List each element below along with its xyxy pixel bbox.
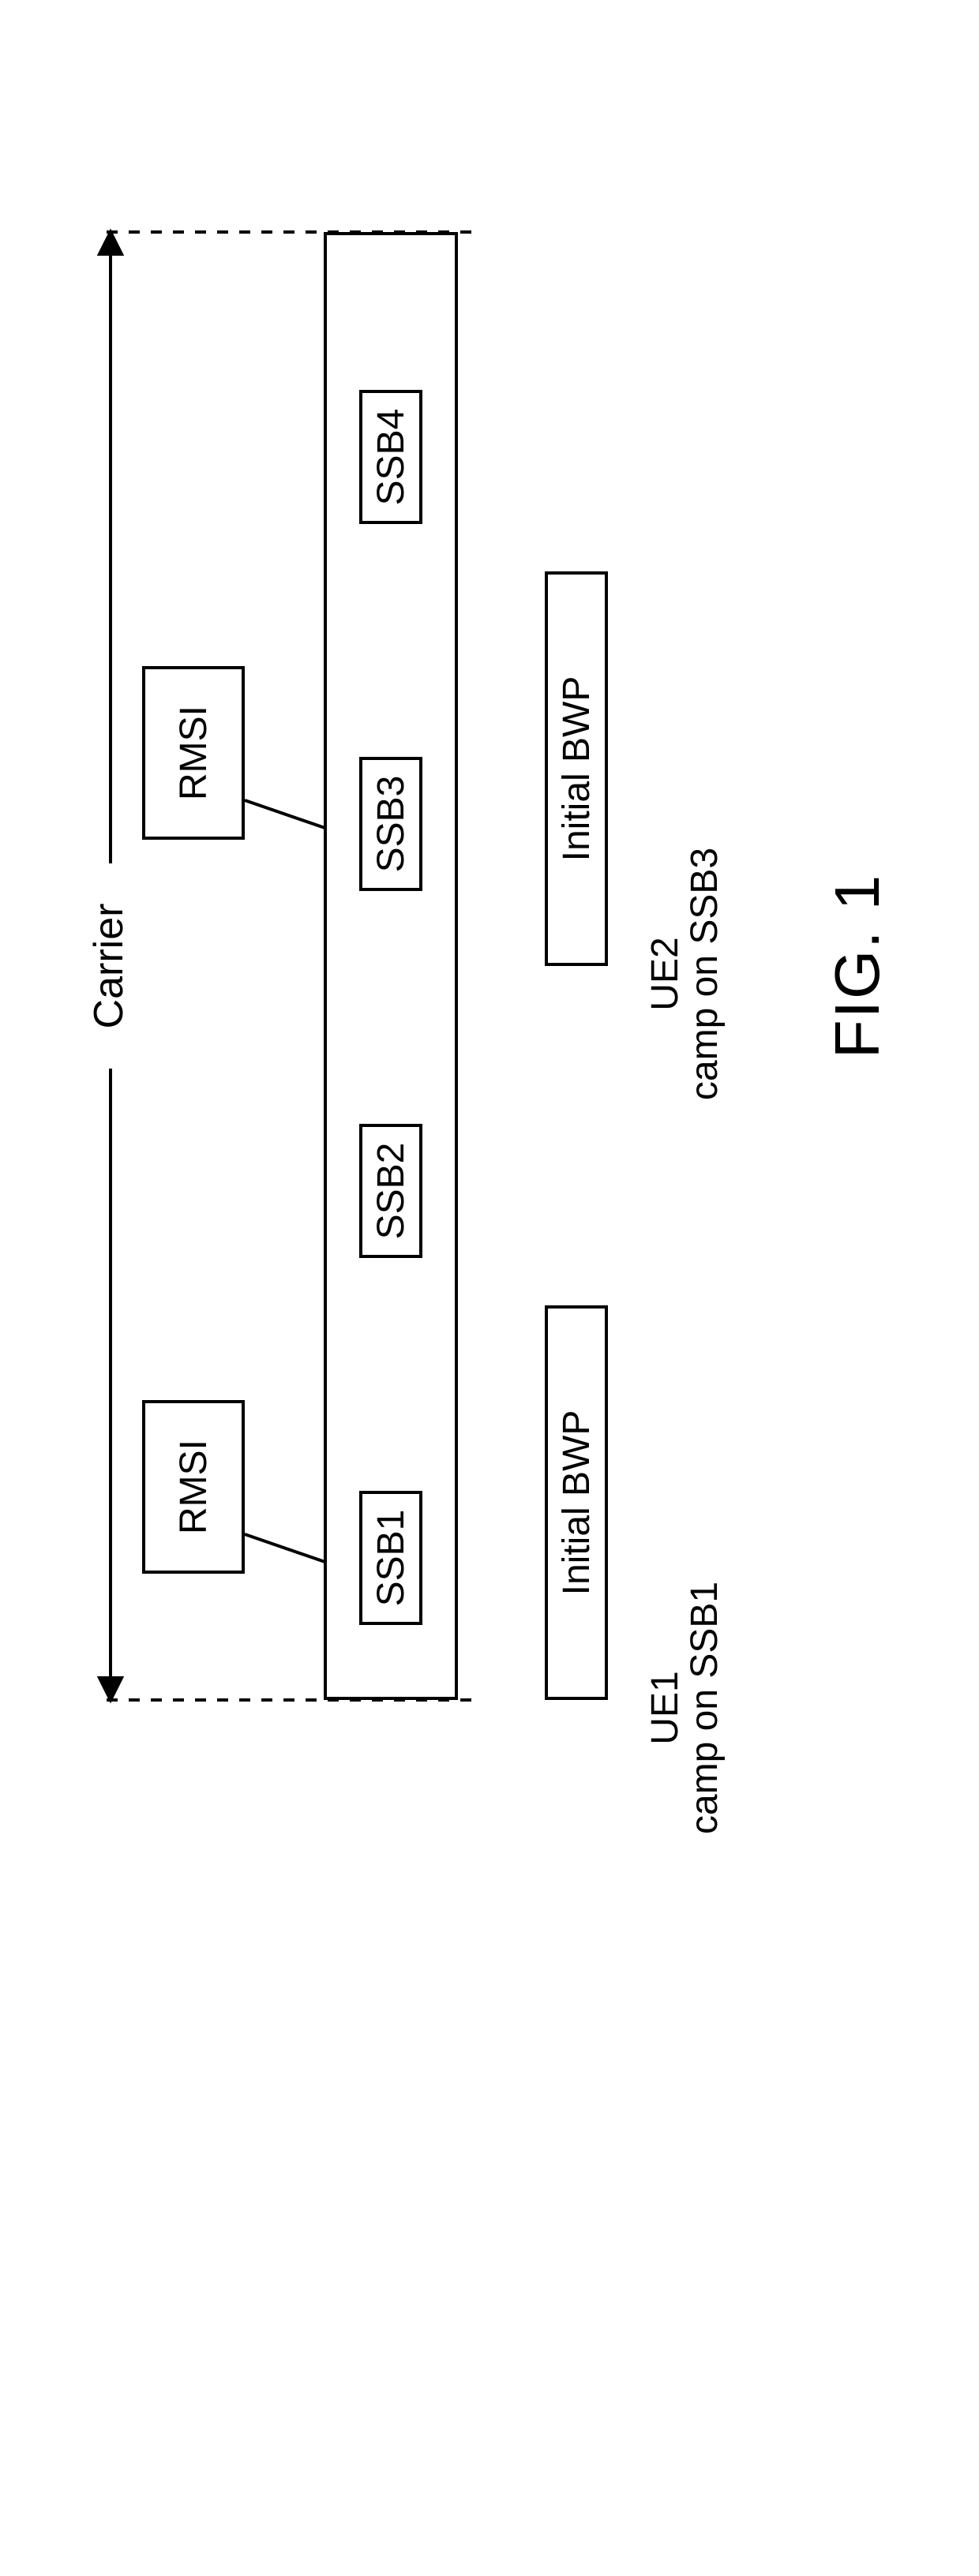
figure-label: FIG. 1	[821, 98, 894, 1834]
rmsi-box-2: RMSI	[142, 666, 245, 840]
ssb-box-4: SSB4	[359, 390, 422, 524]
ssb-box-1: SSB1	[359, 1491, 422, 1625]
ue-label-2-line2: camp on SSB3	[683, 106, 726, 1842]
rmsi-box-1: RMSI	[142, 1400, 245, 1574]
carrier-label: Carrier	[85, 863, 133, 1069]
initial-bwp-box-1: Initial BWP	[545, 1305, 608, 1700]
ssb-box-2: SSB2	[359, 1124, 422, 1258]
initial-bwp-box-2: Initial BWP	[545, 571, 608, 966]
ue-label-2-line1: UE2	[643, 106, 687, 1842]
ssb-box-3: SSB3	[359, 757, 422, 891]
